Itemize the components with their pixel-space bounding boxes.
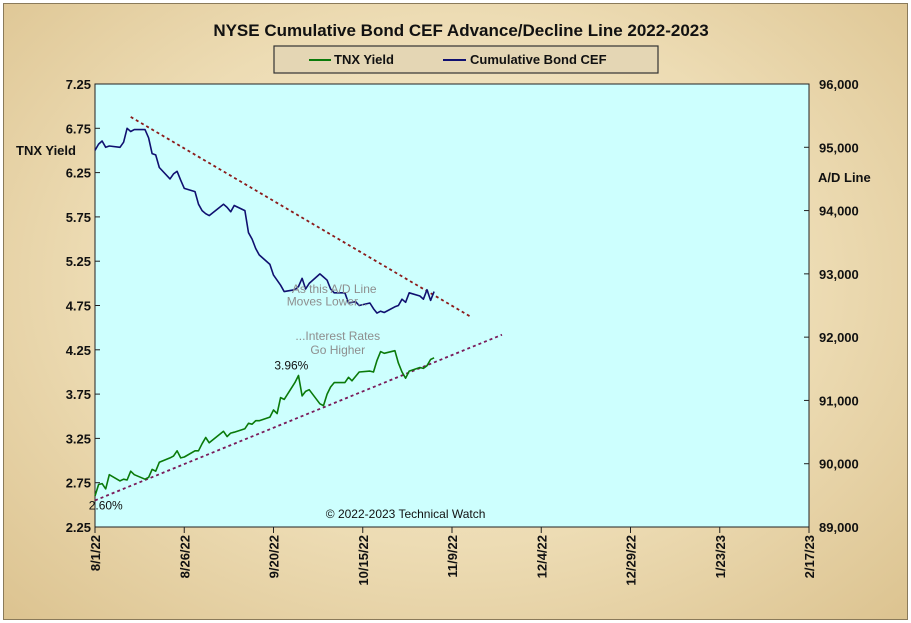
left-tick-label: 5.75 bbox=[66, 210, 91, 225]
x-tick-label: 12/29/22 bbox=[624, 535, 639, 586]
left-tick-label: 7.25 bbox=[66, 77, 91, 92]
left-tick-label: 2.25 bbox=[66, 520, 91, 535]
right-axis-label: A/D Line bbox=[818, 170, 871, 185]
left-tick-label: 3.25 bbox=[66, 431, 91, 446]
annotation-label: © 2022-2023 Technical Watch bbox=[326, 507, 486, 521]
x-tick-label: 12/4/22 bbox=[534, 535, 549, 578]
right-tick-label: 91,000 bbox=[819, 393, 859, 408]
legend-label-tnx: TNX Yield bbox=[334, 52, 394, 67]
left-tick-label: 4.25 bbox=[66, 343, 91, 358]
series-line-tnx-yield bbox=[94, 349, 435, 497]
left-tick-label: 6.25 bbox=[66, 166, 91, 181]
x-tick-label: 2/17/23 bbox=[802, 535, 817, 578]
left-tick-label: 3.75 bbox=[66, 387, 91, 402]
x-tick-label: 11/9/22 bbox=[445, 535, 460, 578]
right-tick-label: 95,000 bbox=[819, 140, 859, 155]
annotation-label: 2.60% bbox=[89, 498, 123, 512]
left-tick-label: 4.75 bbox=[66, 299, 91, 314]
legend-label-cef: Cumulative Bond CEF bbox=[470, 52, 607, 67]
right-tick-label: 92,000 bbox=[819, 330, 859, 345]
series bbox=[94, 127, 435, 497]
annotation-label: As this A/D Line bbox=[292, 282, 377, 296]
series-line-cumulative-bond-cef bbox=[94, 127, 435, 314]
right-tick-label: 94,000 bbox=[819, 204, 859, 219]
annotation-label: Moves Lower... bbox=[287, 295, 368, 309]
legend: TNX Yield Cumulative Bond CEF bbox=[273, 45, 659, 74]
annotation-label: 3.96% bbox=[274, 358, 308, 372]
trendlines bbox=[94, 116, 503, 502]
x-tick-label: 9/20/22 bbox=[267, 535, 282, 578]
left-axis-label: TNX Yield bbox=[16, 143, 76, 158]
left-tick-label: 5.25 bbox=[66, 254, 91, 269]
trendline-1 bbox=[94, 333, 503, 502]
x-tick-label: 8/1/22 bbox=[88, 535, 103, 571]
x-tick-label: 1/23/23 bbox=[713, 535, 728, 578]
right-tick-label: 93,000 bbox=[819, 267, 859, 282]
x-tick-label: 8/26/22 bbox=[177, 535, 192, 578]
x-tick-label: 10/15/22 bbox=[356, 535, 371, 586]
annotation-label: ...Interest Rates bbox=[295, 329, 380, 343]
left-tick-label: 2.75 bbox=[66, 476, 91, 491]
x-axis: 8/1/22 8/26/22 9/20/22 10/15/22 11/9/22 12/4/… bbox=[88, 527, 817, 586]
right-tick-label: 89,000 bbox=[819, 520, 859, 535]
right-tick-label: 96,000 bbox=[819, 77, 859, 92]
chart-title: NYSE Cumulative Bond CEF Advance/Decline… bbox=[213, 21, 708, 40]
left-tick-label: 6.75 bbox=[66, 121, 91, 136]
annotation-label: Go Higher bbox=[310, 343, 365, 357]
right-tick-label: 90,000 bbox=[819, 457, 859, 472]
left-axis: 2.25 2.75 3.25 3.75 4.25 4.75 5.25 5.75 6.25 6.75… bbox=[66, 77, 100, 535]
right-axis: 89,000 90,000 91,000 92,000 93,000 94,000 95,0… bbox=[804, 77, 859, 535]
